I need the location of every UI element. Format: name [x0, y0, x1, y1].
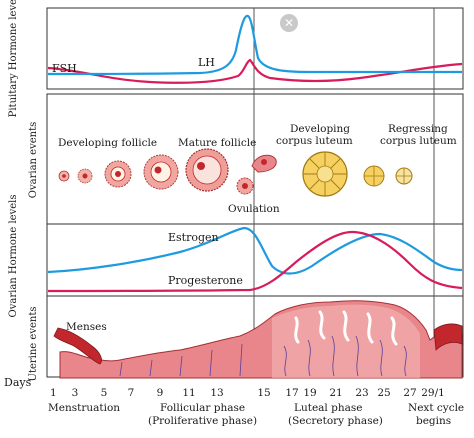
- day-tick-label: 25: [377, 387, 390, 399]
- uterine-lining: [53, 300, 463, 379]
- day-tick-label: 15: [257, 387, 270, 399]
- day-tick-label: 19: [303, 387, 316, 399]
- fsh-label: FSH: [52, 62, 77, 75]
- day-tick-label: 27: [403, 387, 416, 399]
- regressing-cl-large-icon: [363, 165, 385, 187]
- follicle-3-icon: [104, 160, 132, 188]
- day-ticks: 1 3 5 7 9 11 13 15 17 19 21 23 25 27 29/1: [50, 387, 445, 399]
- next-cycle-label-2: begins: [416, 415, 451, 427]
- day-tick-label: 7: [128, 387, 135, 399]
- progesterone-label: Progesterone: [168, 274, 243, 287]
- luteal-label-2: (Secretory phase): [288, 415, 383, 427]
- day-tick-label: 17: [285, 387, 298, 399]
- day-tick-label: 9: [157, 387, 164, 399]
- close-button[interactable]: ✕: [280, 14, 298, 32]
- developing-follicle-label: Developing follicle: [58, 137, 157, 149]
- endometrium-darker-top: [272, 304, 420, 378]
- day-tick-label: 29/1: [421, 387, 445, 399]
- day-tick-label: 1: [50, 387, 57, 399]
- ovulation-label: Ovulation: [228, 203, 280, 215]
- developing-cl-label-2: corpus luteum: [276, 135, 353, 147]
- estrogen-label: Estrogen: [168, 231, 219, 244]
- developing-cl-label-1: Developing: [290, 123, 350, 135]
- pituitary-label: Pituitary Hormone levels: [8, 0, 19, 117]
- regressing-cl-small-icon: [395, 167, 413, 185]
- close-icon: ✕: [283, 16, 295, 30]
- day-tick-label: 13: [210, 387, 223, 399]
- lh-label: LH: [198, 56, 215, 69]
- days-title: Days: [4, 376, 32, 389]
- ruptured-follicle-icon: [236, 177, 254, 195]
- ovarian-hormone-label: Ovarian Hormone levels: [8, 195, 19, 318]
- day-tick-label: 3: [72, 387, 79, 399]
- day-tick-label: 11: [182, 387, 195, 399]
- follicular-label-2: (Proliferative phase): [148, 415, 257, 427]
- regressing-cl-label-2: corpus luteum: [380, 135, 457, 147]
- follicle-sequence: [58, 148, 413, 197]
- estrogen-curve: [47, 226, 463, 275]
- day-tick-label: 23: [355, 387, 368, 399]
- luteal-label-1: Luteal phase: [294, 402, 362, 414]
- uterine-events-label: Uterine events: [28, 307, 39, 382]
- spiral-arteries: [119, 335, 407, 377]
- follicle-4-icon: [143, 154, 179, 190]
- uterine-glands: [294, 310, 398, 346]
- fsh-curve: [47, 58, 463, 84]
- mature-follicle-label: Mature follicle: [178, 137, 256, 149]
- follicle-1-icon: [58, 170, 70, 182]
- ovarian-events-label: Ovarian events: [28, 122, 39, 198]
- follicle-2-icon: [77, 168, 93, 184]
- next-menses-shape: [433, 323, 463, 351]
- lh-curve: [47, 14, 462, 76]
- menses-blood-shape: [53, 327, 102, 365]
- corpus-luteum-icon: [302, 151, 348, 197]
- follicular-label-1: Follicular phase: [160, 402, 245, 414]
- progesterone-curve: [47, 230, 463, 293]
- regressing-cl-label-1: Regressing: [388, 123, 448, 135]
- released-ovum-icon: [251, 154, 277, 173]
- follicle-5-icon: [185, 148, 229, 192]
- menstruation-label: Menstruation: [48, 402, 120, 414]
- next-cycle-label-1: Next cycle: [408, 402, 464, 414]
- menses-label: Menses: [66, 321, 107, 333]
- day-tick-label: 5: [101, 387, 108, 399]
- day-tick-label: 21: [329, 387, 342, 399]
